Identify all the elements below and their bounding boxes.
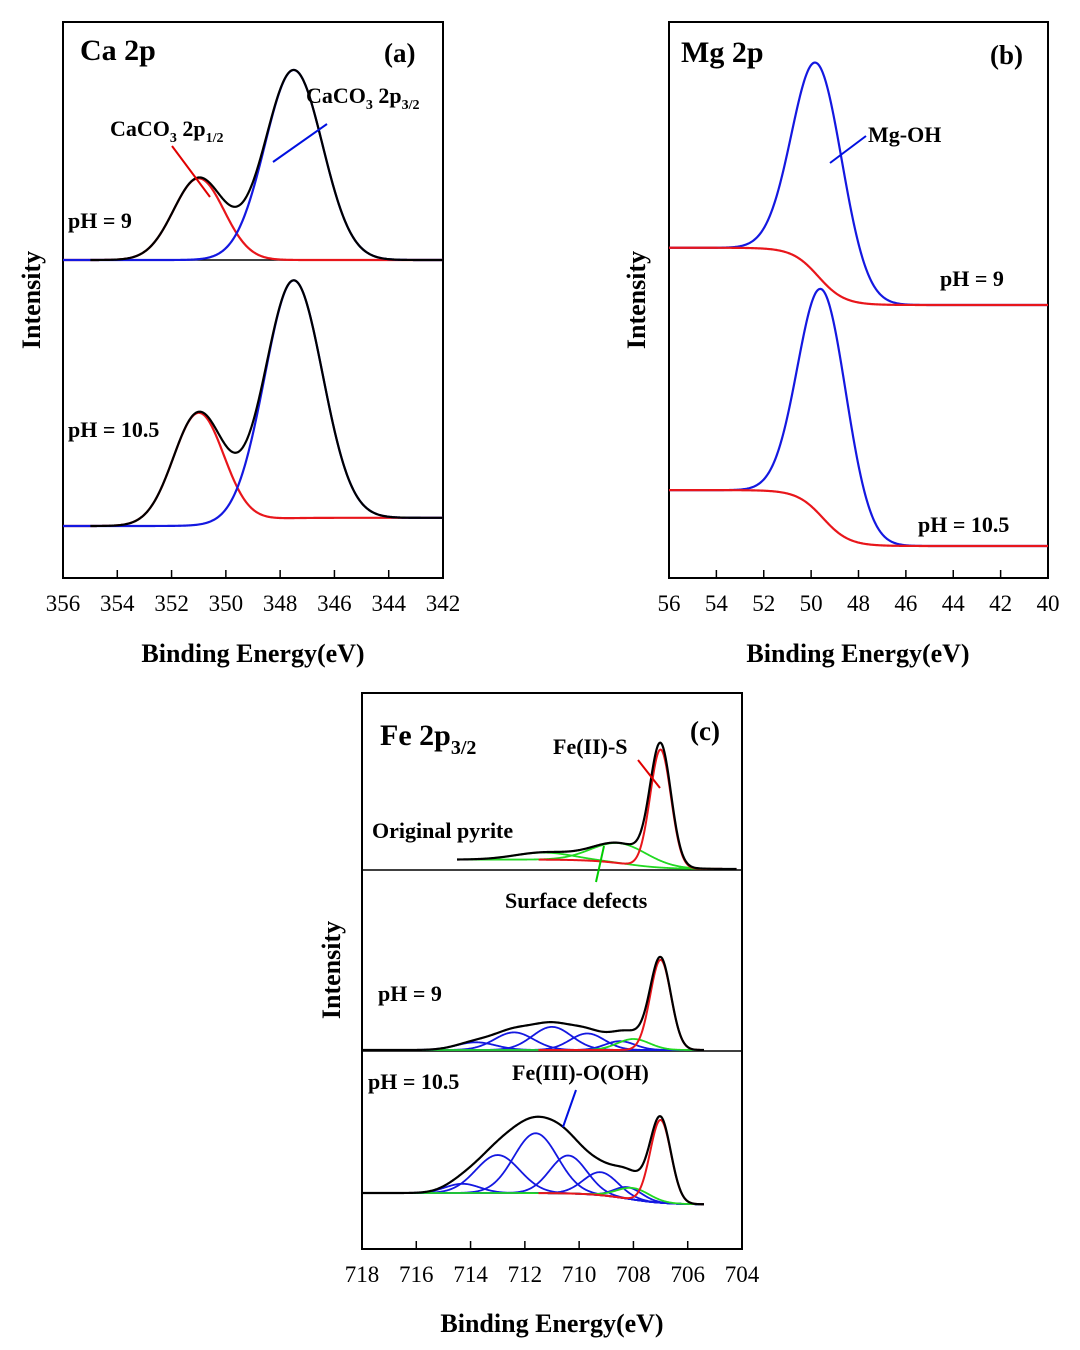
panel-a-ca-2p: 356 354 352 350 348 346 344 342 Ca 2p (a) pH = … — [17, 21, 461, 668]
panel-b-xlabel: Binding Energy(eV) — [746, 639, 969, 668]
panel-b-ylabel: Intensity — [622, 251, 651, 349]
panel-c-tick-label-5: 708 — [616, 1262, 651, 1287]
panel-c-frame — [361, 692, 743, 1250]
panel-c-series-label-original: Original pyrite — [372, 818, 513, 843]
panel-b-tick-label-4: 48 — [847, 591, 870, 616]
panel-a-tick-label-5: 346 — [317, 591, 352, 616]
panel-c-label: (c) — [690, 716, 720, 746]
panel-a-label: (a) — [384, 38, 415, 68]
panel-b-x-ticks: 56 54 52 50 48 46 44 42 40 — [658, 570, 1060, 616]
panel-a-ph9-envelope — [90, 68, 443, 262]
panel-c-leader-fe2s — [637, 759, 661, 789]
panel-b-title: Mg 2p — [681, 36, 764, 69]
panel-b-frame — [668, 21, 1049, 579]
panel-c-ph9-fe2s-component — [538, 958, 705, 1051]
panel-c-tick-label-2: 714 — [453, 1262, 488, 1287]
panel-a-tick-label-1: 354 — [100, 591, 135, 616]
panel-c-peak-label-fe2s: Fe(II)-S — [553, 734, 628, 759]
panel-c-xlabel: Binding Energy(eV) — [440, 1309, 663, 1338]
panel-c-peak-label-defects: Surface defects — [505, 888, 648, 913]
panel-a-tick-label-3: 350 — [209, 591, 244, 616]
panel-c-tick-label-1: 716 — [399, 1262, 434, 1287]
panel-c-x-ticks: 718 716 714 712 710 708 706 704 — [345, 1241, 760, 1287]
panel-b-ph10-5-mgoh-component — [669, 287, 1048, 548]
panel-a-ph10-5-envelope — [90, 279, 443, 528]
panel-b-tick-label-2: 52 — [752, 591, 775, 616]
panel-b-curves — [669, 61, 1048, 548]
panel-a-title: Ca 2p — [80, 34, 156, 67]
panel-a-x-ticks: 356 354 352 350 348 346 344 342 — [46, 570, 461, 616]
panel-b-series-label-ph9: pH = 9 — [940, 266, 1004, 291]
panel-c-leader-fe3 — [562, 1089, 577, 1128]
panel-a-ylabel: Intensity — [17, 251, 46, 349]
panel-b-label: (b) — [990, 40, 1023, 70]
panel-b-ph10-5-background — [669, 489, 1048, 548]
panel-c-original-envelope — [456, 741, 737, 871]
panel-c-leader-defects — [595, 845, 605, 883]
panel-a-curves — [63, 68, 443, 528]
panel-a-tick-label-2: 352 — [154, 591, 189, 616]
panel-c-ph9-envelope — [362, 955, 705, 1052]
panel-c-tick-label-7: 704 — [725, 1262, 760, 1287]
panel-c-tick-label-6: 706 — [670, 1262, 705, 1287]
panel-c-original-defect-component-0 — [457, 842, 715, 870]
panel-c-tick-label-0: 718 — [345, 1262, 380, 1287]
panel-c-fe-2p32: 718 716 714 712 710 708 706 704 Fe 2p3/2 (c) Or… — [317, 692, 760, 1338]
panel-c-ph9-fe3-component-4 — [362, 1040, 704, 1051]
panel-b-tick-label-5: 46 — [894, 591, 917, 616]
panel-a-tick-label-4: 348 — [263, 591, 298, 616]
panel-b-leader-mgoh — [829, 135, 867, 164]
panel-a-peak-label-2p32: CaCO3 2p3/2 — [306, 83, 420, 113]
panel-b-peak-label-mgoh: Mg-OH — [868, 122, 941, 147]
panel-b-ph9-background — [669, 246, 1048, 307]
panel-b-tick-label-6: 44 — [942, 591, 966, 616]
panel-a-series-label-ph9: pH = 9 — [68, 208, 132, 233]
panel-a-tick-label-6: 344 — [371, 591, 406, 616]
panel-a-ph10-5-blue-component — [63, 279, 443, 528]
panel-c-ph10-5-envelope — [362, 1115, 705, 1206]
panel-c-ylabel: Intensity — [317, 921, 346, 1019]
panel-a-tick-label-0: 356 — [46, 591, 81, 616]
panel-a-leader-2p32 — [272, 123, 328, 163]
panel-c-title: Fe 2p3/2 — [380, 719, 476, 759]
panel-b-tick-label-8: 40 — [1037, 591, 1060, 616]
panel-b-tick-label-1: 54 — [705, 591, 729, 616]
panel-c-series-label-ph10-5: pH = 10.5 — [368, 1069, 459, 1094]
panel-c-series-label-ph9: pH = 9 — [378, 981, 442, 1006]
panel-a-peak-label-2p12: CaCO3 2p1/2 — [110, 116, 224, 146]
panel-b-tick-label-0: 56 — [658, 591, 681, 616]
panel-b-mg-2p: 56 54 52 50 48 46 44 42 40 Mg 2p (b) pH = 9 pH =… — [622, 21, 1060, 668]
panel-a-tick-label-7: 342 — [426, 591, 461, 616]
panel-a-frame — [62, 21, 444, 579]
panel-b-series-label-ph10-5: pH = 10.5 — [918, 512, 1009, 537]
panel-a-xlabel: Binding Energy(eV) — [141, 639, 364, 668]
panel-b-tick-label-3: 50 — [800, 591, 823, 616]
panel-c-tick-label-3: 712 — [508, 1262, 543, 1287]
panel-c-tick-label-4: 710 — [562, 1262, 597, 1287]
panel-c-peak-label-fe3: Fe(III)-O(OH) — [512, 1060, 649, 1085]
panel-a-leader-2p12 — [171, 145, 211, 198]
panel-c-curves — [362, 741, 737, 1206]
panel-a-series-label-ph10-5: pH = 10.5 — [68, 417, 159, 442]
panel-b-tick-label-7: 42 — [989, 591, 1012, 616]
